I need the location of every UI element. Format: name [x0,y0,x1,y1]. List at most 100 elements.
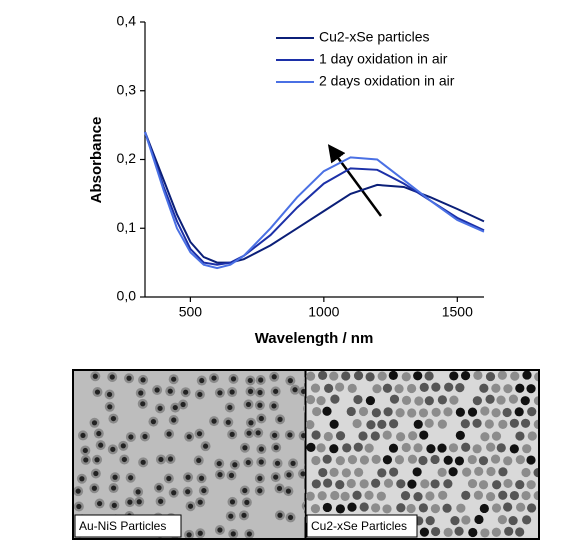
particle-core [276,485,283,492]
particle [352,490,362,500]
particle [540,430,549,439]
particle [473,490,484,500]
particle-core [246,430,252,436]
particle [419,430,429,440]
particle-core [230,531,236,537]
particle-core [257,402,263,408]
particle [468,527,478,538]
series-line [144,131,485,270]
particle-core [107,404,113,410]
particle [485,394,495,404]
particle [454,456,465,466]
particle [311,455,321,466]
particle [491,383,501,393]
particle [437,419,447,429]
particle [448,467,458,477]
particle [359,479,369,489]
particle [424,396,434,406]
particle [503,502,513,512]
particle-core [229,389,235,395]
particle [461,515,471,525]
particle-core [158,456,164,463]
particle [335,479,345,490]
y-tick-label: 0,2 [117,150,137,166]
particle [329,467,339,477]
particle [504,526,514,536]
particle [443,527,453,537]
particle [364,443,374,453]
particle [462,467,472,477]
legend-label: 1 day oxidation in air [319,51,448,67]
particle-core [156,485,162,491]
particle-core [171,376,177,382]
y-tick-label: 0,4 [117,13,137,29]
particle-core [258,377,264,383]
particle-core [232,462,238,468]
particle [444,382,454,392]
particle [358,431,368,441]
particle-core [286,472,292,478]
particle-core [140,459,146,465]
series-line [144,131,485,266]
particle [346,406,356,417]
particle [312,406,322,417]
particle-core [180,401,186,408]
particle-core [106,391,113,398]
particle [407,479,417,489]
particle [407,408,417,418]
particle-core [290,460,296,466]
particle-core [292,387,298,393]
particle [371,503,381,513]
particle-core [96,430,102,437]
particle-core [304,503,305,508]
legend-label: Cu2-xSe particles [319,29,430,45]
x-tick-label: 1000 [308,304,339,320]
particle [419,382,429,392]
particle-core [157,405,163,411]
particle [514,407,524,417]
particle-core [277,512,283,518]
particle-core [211,418,217,424]
particle [455,430,465,441]
particle [365,395,376,406]
particle [377,468,387,478]
particle [533,396,538,406]
particle-core [91,485,97,491]
particle [431,407,441,417]
particle [438,490,448,500]
particle [443,407,453,417]
particle-core [248,420,254,426]
particle-core [255,430,261,436]
y-axis-label: Absorbance [88,117,105,204]
particle [341,468,351,478]
particle [306,395,316,405]
particle [503,456,513,466]
particle [510,371,520,381]
particle [455,407,465,417]
particle-core [274,460,281,466]
particle [419,527,430,537]
particle-core [185,474,191,480]
particle-core [201,487,207,494]
particle-core [167,456,174,462]
particle [522,444,532,454]
particle [526,455,536,465]
particle-core [258,459,264,465]
particle [431,526,441,537]
particle [485,491,496,502]
particle-core [257,488,263,494]
particle [318,467,328,478]
particle [527,431,537,441]
particle-core [93,470,99,477]
particle [526,384,536,394]
particle [455,383,465,393]
particle-core [242,487,248,494]
x-axis-label: Wavelength / nm [255,330,374,347]
particle-core [128,475,134,481]
particle-core [247,388,254,394]
particle [413,419,423,429]
panel-label: Au-NiS Particles [79,519,166,533]
particle [370,431,380,441]
particle [383,407,393,417]
particle [377,419,387,430]
